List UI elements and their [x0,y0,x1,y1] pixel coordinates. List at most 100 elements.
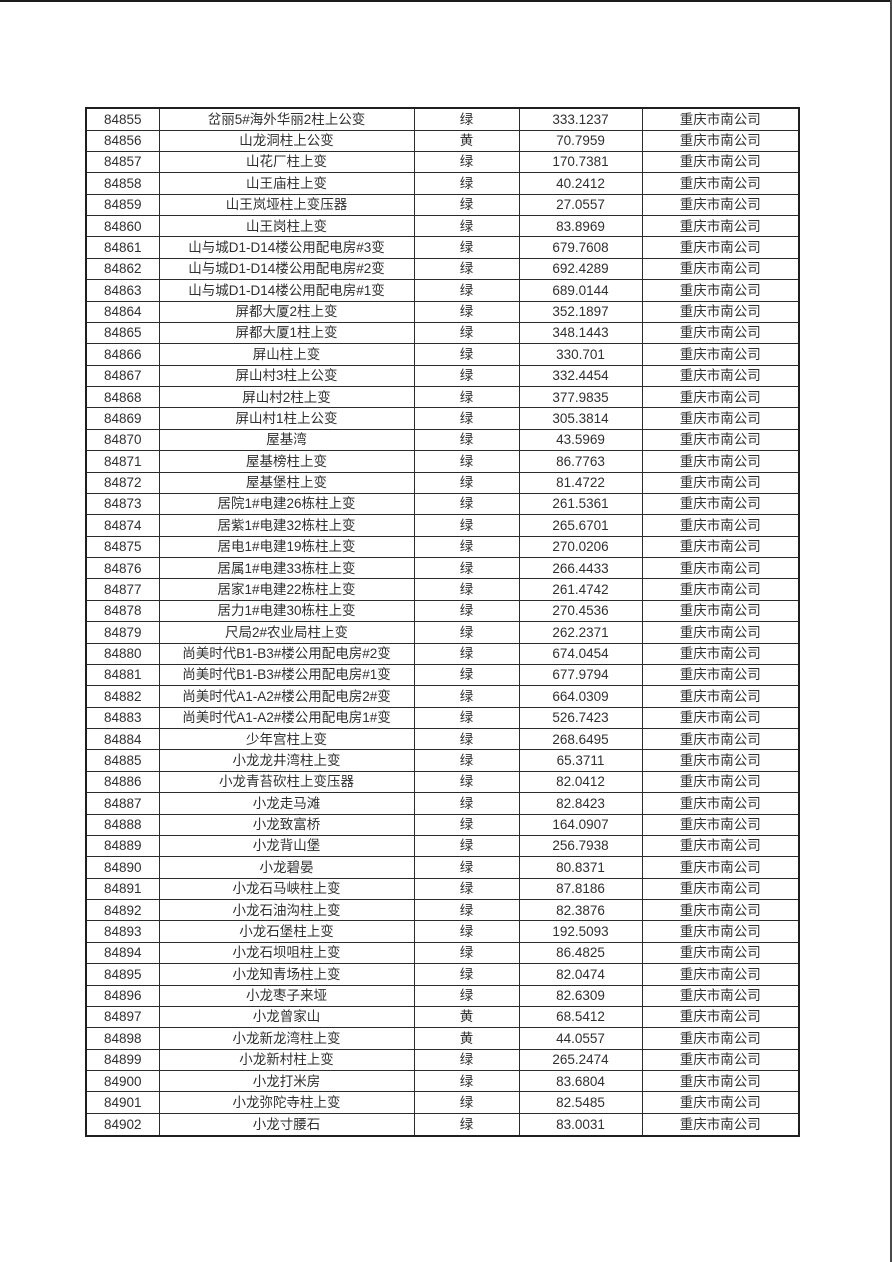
table-row: 84886 小龙青苔砍柱上变压器绿 82.0412 重庆市南公司 [85,770,800,794]
cell-value: 677.9794 [518,663,643,687]
cell-id: 84874 [85,514,160,537]
cell-company: 重庆市南公司 [641,471,800,494]
cell-name: 屏都大厦2柱上变 [158,300,415,323]
cell-status: 绿 [413,770,520,794]
table-row: 84868 屏山村2柱上变绿 377.9835 重庆市南公司 [85,386,800,409]
table-row: 84890 小龙碧晏绿 80.8371 重庆市南公司 [85,856,800,879]
cell-value: 377.9835 [518,386,643,409]
cell-value: 86.4825 [518,941,643,965]
cell-value: 87.8186 [518,877,643,901]
cell-company: 重庆市南公司 [641,1091,800,1114]
cell-id: 84868 [85,386,160,409]
cell-company: 重庆市南公司 [641,107,800,131]
cell-status: 绿 [413,899,520,922]
cell-status: 绿 [413,450,520,473]
table-row: 84874 居紫1#电建32栋柱上变绿 265.6701 重庆市南公司 [85,514,800,537]
cell-company: 重庆市南公司 [641,535,800,559]
cell-name: 屋基湾 [158,428,415,452]
cell-company: 重庆市南公司 [641,428,800,452]
cell-id: 84889 [85,834,160,858]
cell-company: 重庆市南公司 [641,728,800,751]
cell-name: 尚美时代B1-B3#楼公用配电房#1变 [158,663,415,687]
cell-company: 重庆市南公司 [641,749,800,772]
cell-value: 82.8423 [518,792,643,815]
table-row: 84855 岔丽5#海外华丽2柱上公变绿 333.1237 重庆市南公司 [85,107,800,131]
cell-status: 绿 [413,321,520,345]
cell-value: 82.0474 [518,963,643,986]
cell-id: 84863 [85,279,160,302]
cell-name: 小龙致富桥 [158,813,415,836]
table-row: 84885 小龙龙井湾柱上变绿 65.3711 重庆市南公司 [85,749,800,772]
cell-name: 小龙曾家山 [158,1005,415,1029]
table-row: 84902 小龙寸腰石绿 83.0031 重庆市南公司 [85,1112,800,1137]
cell-value: 83.8969 [518,215,643,238]
cell-company: 重庆市南公司 [641,215,800,238]
table-row: 84891 小龙石马峡柱上变绿 87.8186 重庆市南公司 [85,877,800,901]
cell-company: 重庆市南公司 [641,642,800,665]
cell-name: 尚美时代B1-B3#楼公用配电房#2变 [158,642,415,665]
cell-name: 山王岗柱上变 [158,215,415,238]
cell-name: 屋基榜柱上变 [158,450,415,473]
cell-value: 86.7763 [518,450,643,473]
cell-status: 绿 [413,386,520,409]
cell-company: 重庆市南公司 [641,193,800,217]
cell-name: 山龙洞柱上公变 [158,129,415,152]
cell-name: 小龙打米房 [158,1070,415,1093]
cell-company: 重庆市南公司 [641,770,800,794]
cell-status: 绿 [413,535,520,559]
cell-id: 84864 [85,300,160,323]
cell-value: 352.1897 [518,300,643,323]
table-row: 84869 屏山村1柱上公变绿 305.3814 重庆市南公司 [85,407,800,430]
cell-id: 84858 [85,172,160,195]
cell-value: 256.7938 [518,834,643,858]
cell-id: 84887 [85,792,160,815]
cell-id: 84896 [85,984,160,1007]
table-row: 84863 山与城D1-D14楼公用配电房#1变绿 689.0144 重庆市南公司 [85,279,800,302]
cell-id: 84876 [85,557,160,580]
cell-company: 重庆市南公司 [641,899,800,922]
cell-id: 84862 [85,257,160,281]
cell-company: 重庆市南公司 [641,877,800,901]
cell-company: 重庆市南公司 [641,364,800,388]
table-row: 84888 小龙致富桥绿 164.0907 重庆市南公司 [85,813,800,836]
cell-name: 小龙寸腰石 [158,1112,415,1137]
cell-status: 绿 [413,642,520,665]
cell-value: 333.1237 [518,107,643,131]
table-row: 84899 小龙新村柱上变绿 265.2474 重庆市南公司 [85,1048,800,1072]
table-row: 84895 小龙知青场柱上变绿 82.0474 重庆市南公司 [85,963,800,986]
cell-id: 84875 [85,535,160,559]
cell-value: 679.7608 [518,236,643,259]
table-row: 84877 居家1#电建22栋柱上变绿 261.4742 重庆市南公司 [85,578,800,601]
cell-value: 330.701 [518,343,643,366]
cell-value: 526.7423 [518,706,643,730]
table-row: 84883 尚美时代A1-A2#楼公用配电房1#变绿 526.7423 重庆市南公司 [85,706,800,730]
cell-name: 山与城D1-D14楼公用配电房#2变 [158,257,415,281]
cell-name: 屏山村1柱上公变 [158,407,415,430]
cell-status: 绿 [413,428,520,452]
cell-value: 44.0557 [518,1027,643,1050]
cell-value: 270.0206 [518,535,643,559]
cell-status: 绿 [413,1070,520,1093]
table-row: 84898 小龙新龙湾柱上变黄 44.0557 重庆市南公司 [85,1027,800,1050]
cell-id: 84883 [85,706,160,730]
cell-company: 重庆市南公司 [641,941,800,965]
cell-value: 82.3876 [518,899,643,922]
cell-status: 绿 [413,1091,520,1114]
cell-status: 绿 [413,728,520,751]
table-row: 84897 小龙曾家山黄 68.5412 重庆市南公司 [85,1005,800,1029]
cell-value: 192.5093 [518,920,643,943]
cell-company: 重庆市南公司 [641,450,800,473]
table-row: 84860 山王岗柱上变绿 83.8969 重庆市南公司 [85,215,800,238]
cell-name: 尚美时代A1-A2#楼公用配电房2#变 [158,685,415,708]
cell-status: 绿 [413,963,520,986]
cell-company: 重庆市南公司 [641,706,800,730]
cell-id: 84888 [85,813,160,836]
cell-company: 重庆市南公司 [641,663,800,687]
cell-name: 小龙新龙湾柱上变 [158,1027,415,1050]
cell-name: 少年宫柱上变 [158,728,415,751]
cell-value: 70.7959 [518,129,643,152]
cell-company: 重庆市南公司 [641,321,800,345]
table-row: 84871 屋基榜柱上变绿 86.7763 重庆市南公司 [85,450,800,473]
cell-status: 绿 [413,706,520,730]
cell-status: 绿 [413,514,520,537]
